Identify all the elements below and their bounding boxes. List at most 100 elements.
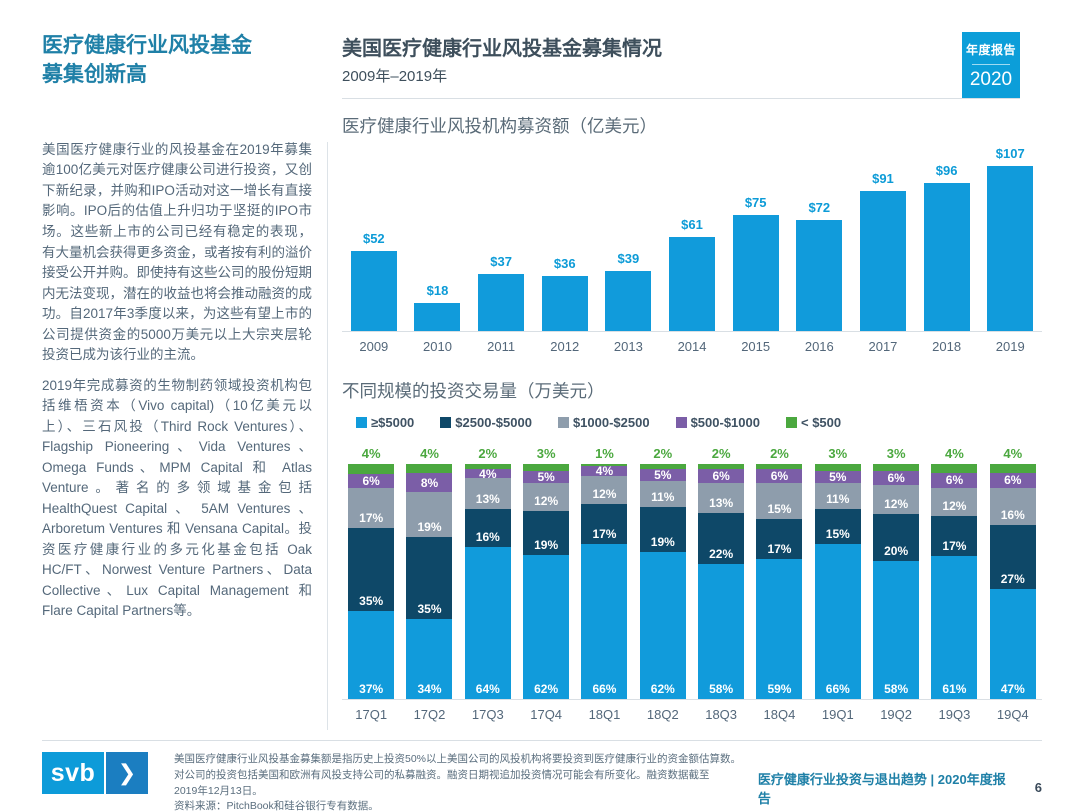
segment-value-label: 5%: [829, 469, 847, 484]
bar-2015: [732, 215, 779, 331]
stacked-bar-group-17Q2: 4% 8% 19% 35% 34%: [400, 446, 458, 699]
bar-segment: 6%: [698, 468, 745, 483]
stacked-bar-18Q3: 6% 13% 22% 58%: [698, 464, 745, 699]
bar-segment: 5%: [639, 467, 686, 482]
bar-segment: 6%: [931, 473, 978, 488]
x-axis-label: 2017: [868, 339, 898, 354]
sidebar-body: 美国医疗健康行业的风投基金在2019年募集逾100亿美元对医疗健康公司进行投资，…: [42, 140, 312, 622]
stacked-bar-17Q1: 6% 17% 35% 37%: [348, 464, 395, 699]
legend-swatch: [557, 417, 569, 428]
stacked-bar-group-18Q3: 2% 6% 13% 22% 58%: [692, 446, 750, 699]
x-axis-label: 2015: [741, 339, 771, 354]
segment-value-label: 61%: [942, 682, 967, 696]
bar-value-label: $18: [426, 283, 449, 299]
segment-value-label: 17%: [942, 538, 967, 553]
stacked-bar-group-19Q1: 3% 5% 11% 15% 66%: [809, 446, 867, 699]
segment-value-label: 15%: [825, 526, 850, 541]
bar-segment: 16%: [464, 509, 511, 548]
bar-segment: 12%: [931, 487, 978, 516]
bar-value-label: $39: [617, 250, 640, 266]
footnote: 美国医疗健康行业风投基金募集额是指历史上投资50%以上美国公司的风投机构将要投资…: [174, 752, 758, 811]
bar-segment: 12%: [581, 475, 628, 504]
legend-swatch: [356, 417, 367, 428]
bar-group-2015: $75: [724, 195, 788, 331]
bar-segment: 17%: [756, 518, 803, 559]
bar-group-2018: $96: [915, 163, 979, 331]
segment-value-label: 5%: [654, 467, 672, 482]
svb-logo-text: svb: [42, 752, 104, 794]
stacked-bar-group-17Q3: 2% 4% 13% 16% 64%: [459, 446, 517, 699]
bar-2009: [350, 250, 397, 331]
chevron-right-icon: ❯: [106, 752, 148, 794]
page-number: 6: [1034, 780, 1042, 795]
bar-group-2016: $72: [787, 200, 851, 331]
bar-value-label: $91: [872, 170, 894, 186]
segment-value-label: 6%: [1004, 473, 1022, 488]
bar-segment: 58%: [698, 564, 745, 699]
x-axis-label: 17Q3: [471, 707, 504, 722]
x-axis-label: 17Q1: [355, 707, 388, 722]
segment-value-label: 64%: [475, 682, 500, 696]
segment-value-label: 58%: [884, 682, 909, 696]
segment-value-label: 59%: [767, 682, 792, 696]
top-value-label: 2%: [770, 446, 789, 462]
svb-logo: svb ❯: [42, 752, 148, 794]
stacked-bar-group-19Q4: 4% 6% 16% 27% 47%: [984, 446, 1042, 699]
stacked-bar-group-18Q4: 2% 6% 15% 17% 59%: [750, 446, 808, 699]
bar-2013: [605, 270, 652, 331]
legend-swatch: [785, 417, 797, 428]
sidebar-title: 医疗健康行业风投基金 募集创新高: [42, 34, 252, 86]
badge-divider: [972, 64, 1010, 65]
legend-label: < $500: [800, 415, 842, 430]
bar-segment: 15%: [756, 483, 803, 519]
top-value-label: 4%: [945, 446, 964, 462]
bar-segment: 34%: [406, 619, 453, 699]
bar-segment: 47%: [989, 588, 1036, 699]
bar-segment: 35%: [348, 528, 395, 612]
x-axis-label: 19Q4: [996, 707, 1029, 722]
legend-label: $1000-$2500: [572, 415, 650, 430]
bar-2012: [541, 275, 588, 331]
top-value-label: 3%: [536, 446, 556, 462]
stacked-bar-group-19Q2: 3% 6% 12% 20% 58%: [867, 446, 925, 699]
bar-segment: [464, 464, 511, 469]
legend-item: $2500-$5000: [440, 415, 532, 430]
legend-item: ≥$5000: [356, 415, 414, 430]
segment-value-label: 47%: [1000, 682, 1025, 696]
bar-value-label: $96: [935, 162, 958, 178]
segment-value-label: 20%: [884, 544, 909, 559]
deals-chart-xaxis: 17Q1 17Q2 17Q3 17Q4 18Q1 18Q2 18Q3 18Q4 19Q1 19Q2…: [342, 707, 1042, 722]
legend-item: $500-$1000: [675, 415, 760, 430]
segment-value-label: 6%: [945, 473, 964, 488]
x-axis-label: 2010: [423, 339, 452, 354]
bar-segment: 6%: [348, 473, 395, 488]
x-axis-label: 18Q2: [646, 707, 679, 722]
x-axis-label: 2012: [550, 339, 580, 354]
deals-chart-title: 不同规模的投资交易量（万美元）: [342, 381, 605, 401]
stacked-bar-group-17Q1: 4% 6% 17% 35% 37%: [342, 446, 400, 699]
bar-segment: 17%: [931, 515, 978, 556]
bar-2018: [923, 182, 970, 331]
bar-segment: 66%: [814, 543, 861, 699]
funds-chart-plot: $52 $18 $37 $36 $39 $61 $75 $72 $91 $96 $107: [342, 146, 1042, 332]
bar-2016: [796, 219, 843, 331]
x-axis-label: 2018: [932, 339, 962, 354]
segment-value-label: 15%: [767, 501, 792, 516]
top-value-label: 3%: [886, 446, 906, 462]
x-axis-label: 17Q4: [530, 707, 563, 722]
footnote-line-2: 对公司的投资包括美国和欧洲有风投支持公司的私募融资。融资日期视追加投资情况可能会…: [174, 768, 710, 781]
bar-value-label: $72: [808, 199, 831, 215]
bar-segment: 4%: [464, 468, 511, 480]
x-axis-label: 19Q3: [938, 707, 971, 722]
bar-segment: 11%: [814, 482, 861, 509]
bar-group-2019: $107: [978, 146, 1042, 331]
top-value-label: 2%: [711, 446, 731, 462]
bar-segment: 5%: [814, 469, 861, 484]
bar-segment: 17%: [348, 487, 395, 529]
footnote-line-4: 资料来源：PitchBook和硅谷银行专有数据。: [174, 800, 379, 811]
segment-value-label: 11%: [651, 489, 675, 504]
x-axis-label: 19Q1: [821, 707, 854, 722]
segment-value-label: 13%: [709, 495, 734, 510]
funds-chart-title: 医疗健康行业风投机构募资额（亿美元）: [342, 116, 657, 136]
x-axis-label: 2014: [677, 339, 707, 354]
